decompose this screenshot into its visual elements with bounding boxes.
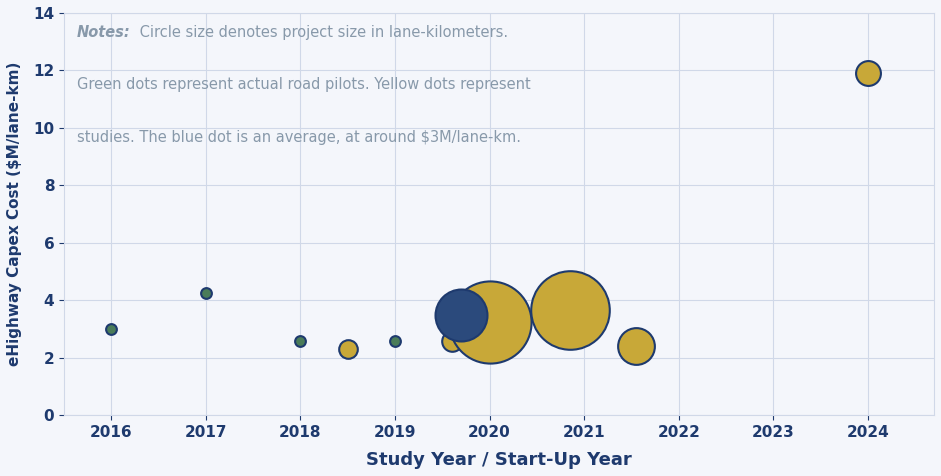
Point	[454, 311, 469, 318]
Point	[341, 345, 356, 353]
Point	[293, 337, 308, 344]
Point	[563, 307, 578, 314]
Point	[104, 325, 119, 333]
Text: studies. The blue dot is an average, at around $3M/lane-km.: studies. The blue dot is an average, at …	[77, 129, 521, 145]
Y-axis label: eHighway Capex Cost ($M/lane-km): eHighway Capex Cost ($M/lane-km)	[7, 62, 22, 366]
Point	[199, 289, 214, 297]
Point	[444, 337, 459, 344]
Point	[558, 324, 573, 331]
Text: Green dots represent actual road pilots. Yellow dots represent: Green dots represent actual road pilots.…	[77, 77, 531, 92]
Text: Notes:: Notes:	[77, 25, 131, 40]
Point	[444, 337, 459, 344]
X-axis label: Study Year / Start-Up Year: Study Year / Start-Up Year	[366, 451, 632, 469]
Point	[482, 318, 497, 326]
Point	[629, 342, 644, 350]
Text: Circle size denotes project size in lane-kilometers.: Circle size denotes project size in lane…	[136, 25, 508, 40]
Point	[860, 69, 875, 77]
Point	[388, 337, 403, 344]
